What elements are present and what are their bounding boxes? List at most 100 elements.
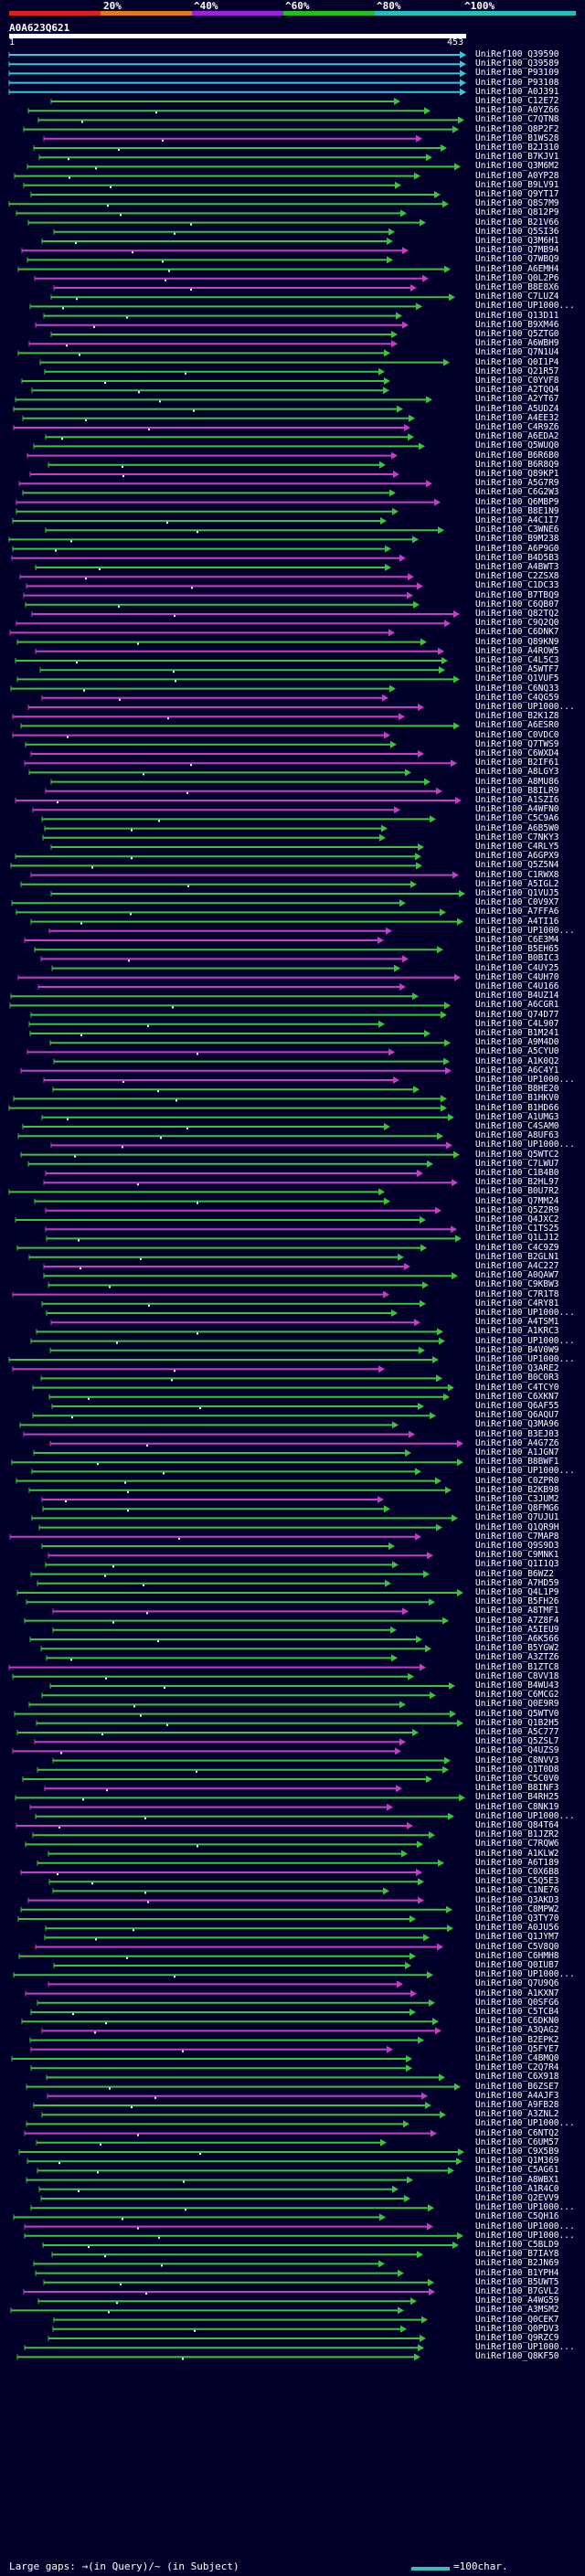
hit-link[interactable]: UniRef100_UP1000... xyxy=(475,2221,575,2231)
hit-link[interactable]: UniRef100_C6NQ33 xyxy=(475,683,559,694)
hit-row[interactable] xyxy=(46,1309,398,1317)
hit-row[interactable] xyxy=(15,853,421,861)
hit-link[interactable]: UniRef100_C7QTN8 xyxy=(475,114,559,125)
hit-link[interactable]: UniRef100_Q5Z2R9 xyxy=(475,1204,559,1215)
hit-row[interactable] xyxy=(16,675,460,684)
hit-link[interactable]: UniRef100_A6K566 xyxy=(475,1634,559,1644)
hit-row[interactable] xyxy=(45,433,414,441)
hit-row[interactable] xyxy=(11,899,406,907)
hit-link[interactable]: UniRef100_Q0I1P4 xyxy=(475,356,559,367)
hit-row[interactable] xyxy=(16,507,399,515)
hit-row[interactable] xyxy=(12,1365,385,1373)
hit-link[interactable]: UniRef100_UP1000... xyxy=(475,1335,575,1346)
hit-row[interactable] xyxy=(24,1617,449,1625)
hit-row[interactable] xyxy=(29,1636,422,1643)
hit-row[interactable] xyxy=(37,116,464,124)
hit-link[interactable]: UniRef100_B2KB98 xyxy=(475,1484,559,1495)
hit-link[interactable]: UniRef100_B4UZ14 xyxy=(475,991,559,1002)
hit-link[interactable]: UniRef100_Q8P2F2 xyxy=(475,123,559,134)
hit-link[interactable]: UniRef100_B9XM46 xyxy=(475,319,559,330)
hit-row[interactable] xyxy=(27,704,424,711)
hit-row[interactable] xyxy=(52,2325,407,2333)
hit-row[interactable] xyxy=(43,134,422,143)
hit-row[interactable] xyxy=(52,1756,451,1765)
hit-link[interactable]: UniRef100_B2GLN1 xyxy=(475,1251,559,1262)
hit-row[interactable] xyxy=(50,843,424,851)
hit-row[interactable] xyxy=(48,2335,426,2342)
hit-link[interactable]: UniRef100_A7Z8F4 xyxy=(475,1615,559,1626)
hit-row[interactable] xyxy=(13,2213,386,2221)
hit-row[interactable] xyxy=(30,1570,430,1578)
hit-link[interactable]: UniRef100_C1RWX8 xyxy=(475,869,559,880)
hit-row[interactable] xyxy=(34,946,443,954)
hit-link[interactable]: UniRef100_C6XKN7 xyxy=(475,1391,559,1402)
hit-link[interactable]: UniRef100_Q1M369 xyxy=(475,2156,559,2167)
hit-link[interactable]: UniRef100_A5WTF7 xyxy=(475,664,559,675)
hit-link[interactable]: UniRef100_C4RLY5 xyxy=(475,842,559,852)
hit-link[interactable]: UniRef100_A4TSM1 xyxy=(475,1317,559,1328)
hit-link[interactable]: UniRef100_B0BIC3 xyxy=(475,953,559,964)
hit-link[interactable]: UniRef100_A4WFN0 xyxy=(475,804,559,815)
hit-link[interactable]: UniRef100_B3EJ03 xyxy=(475,1428,559,1439)
hit-row[interactable] xyxy=(16,1477,441,1485)
hit-link[interactable]: UniRef100_Q1VUJ5 xyxy=(475,888,559,898)
hit-link[interactable]: UniRef100_A8MU86 xyxy=(475,776,559,787)
hit-row[interactable] xyxy=(39,666,445,674)
hit-row[interactable] xyxy=(15,1216,426,1224)
hit-link[interactable]: UniRef100_C5V8Q0 xyxy=(475,1941,559,1952)
hit-row[interactable] xyxy=(23,1430,415,1438)
hit-row[interactable] xyxy=(27,1160,433,1168)
hit-link[interactable]: UniRef100_A1UMG3 xyxy=(475,1111,559,1122)
hit-link[interactable]: UniRef100_Q0SFG6 xyxy=(475,1997,559,2008)
hit-link[interactable]: UniRef100_Q5Z5N4 xyxy=(475,860,559,871)
hit-link[interactable]: UniRef100_A3ZTZ6 xyxy=(475,1652,559,1663)
hit-link[interactable]: UniRef100_Q2EVV9 xyxy=(475,2193,559,2203)
hit-link[interactable]: UniRef100_A6T189 xyxy=(475,1857,559,1868)
hit-row[interactable] xyxy=(53,1057,450,1065)
hit-link[interactable]: UniRef100_A6CGR1 xyxy=(475,1000,559,1011)
hit-row[interactable] xyxy=(37,2167,454,2175)
hit-link[interactable]: UniRef100_B1WS28 xyxy=(475,133,559,143)
hit-row[interactable] xyxy=(40,2195,410,2202)
hit-link[interactable]: UniRef100_A5IEU9 xyxy=(475,1624,559,1635)
hit-row[interactable] xyxy=(41,1113,454,1121)
hit-link[interactable]: UniRef100_UP1000... xyxy=(475,1810,575,1821)
hit-row[interactable] xyxy=(43,312,402,320)
hit-link[interactable]: UniRef100_Q1B2H5 xyxy=(475,1717,559,1728)
hit-row[interactable] xyxy=(53,228,395,236)
hit-row[interactable] xyxy=(8,1663,426,1671)
hit-link[interactable]: UniRef100_A1K0Q2 xyxy=(475,1055,559,1066)
hit-link[interactable]: UniRef100_A4WG59 xyxy=(475,2295,559,2306)
hit-link[interactable]: UniRef100_C12E72 xyxy=(475,96,559,106)
hit-link[interactable]: UniRef100_Q9RZC9 xyxy=(475,2333,559,2343)
hit-link[interactable]: UniRef100_UP1000... xyxy=(475,1308,575,1318)
hit-row[interactable] xyxy=(40,955,409,963)
hit-row[interactable] xyxy=(16,620,451,628)
hit-link[interactable]: UniRef100_C5QH16 xyxy=(475,2211,559,2222)
hit-link[interactable]: UniRef100_C5C9A6 xyxy=(475,813,559,824)
hit-row[interactable] xyxy=(26,2083,461,2091)
hit-row[interactable] xyxy=(16,908,446,917)
hit-link[interactable]: UniRef100_Q4JXC2 xyxy=(475,1214,559,1224)
hit-row[interactable] xyxy=(12,545,391,553)
hit-link[interactable]: UniRef100_C0ZPR0 xyxy=(475,1475,559,1486)
hit-link[interactable]: UniRef100_Q7UJU1 xyxy=(475,1512,559,1523)
hit-row[interactable] xyxy=(41,238,393,245)
hit-link[interactable]: UniRef100_B8ILR9 xyxy=(475,785,559,796)
hit-link[interactable]: UniRef100_A1R4C0 xyxy=(475,2183,559,2194)
hit-link[interactable]: UniRef100_A6WBH9 xyxy=(475,338,559,349)
hit-link[interactable]: UniRef100_A7HD59 xyxy=(475,1577,559,1588)
hit-link[interactable]: UniRef100_A8WBX1 xyxy=(475,2174,559,2185)
hit-link[interactable]: UniRef100_C9X5B9 xyxy=(475,2147,559,2157)
hit-link[interactable]: UniRef100_C6G2W3 xyxy=(475,487,559,498)
hit-row[interactable] xyxy=(50,293,455,302)
hit-link[interactable]: UniRef100_A8LGY3 xyxy=(475,767,559,778)
hit-row[interactable] xyxy=(22,414,415,422)
hit-link[interactable]: UniRef100_B21V66 xyxy=(475,217,559,228)
hit-link[interactable]: UniRef100_C0V9X7 xyxy=(475,897,559,908)
hit-row[interactable] xyxy=(8,535,419,544)
hit-row[interactable] xyxy=(29,1803,393,1811)
hit-link[interactable]: UniRef100_C5AG61 xyxy=(475,2165,559,2176)
hit-link[interactable]: UniRef100_Q0IUB7 xyxy=(475,1960,559,1970)
hit-link[interactable]: UniRef100_B4D5B3 xyxy=(475,552,559,563)
